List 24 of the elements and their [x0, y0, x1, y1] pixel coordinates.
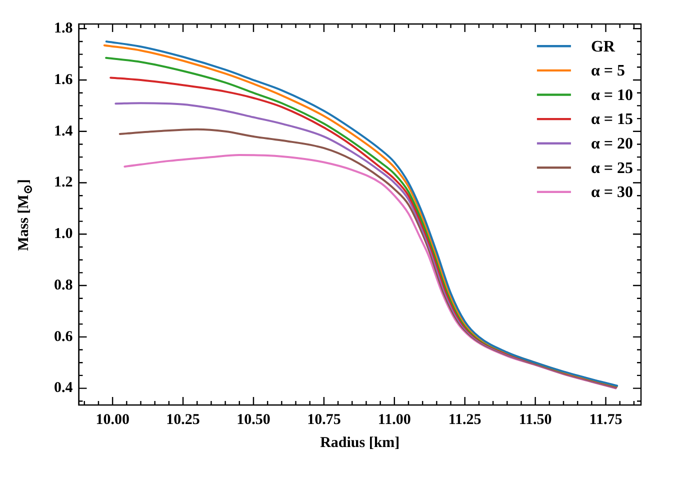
legend-label: α = 15 [590, 111, 633, 128]
x-tick-label: 10.25 [166, 412, 200, 428]
x-tick-label: 11.00 [378, 412, 411, 428]
y-tick-label: 0.4 [54, 380, 74, 396]
x-axis-title: Radius [km] [319, 435, 401, 452]
y-tick-label: 1.0 [54, 226, 73, 242]
y-tick-label: 0.6 [54, 328, 74, 345]
y-tick-label: 0.8 [54, 277, 73, 294]
y-tick-label: 1.8 [54, 20, 73, 36]
legend-label: α = 10 [590, 86, 633, 104]
x-tick-label: 10.50 [236, 412, 270, 428]
y-tick-label: 1.2 [54, 174, 73, 191]
legend-label: α = 30 [590, 184, 633, 202]
legend-label: α = 25 [590, 160, 633, 177]
y-tick-label: 1.6 [54, 72, 74, 88]
y-tick-label: 1.4 [54, 123, 74, 140]
x-tick-label: 10.75 [307, 412, 341, 428]
legend-label: α = 20 [590, 135, 633, 152]
x-tick-label: 11.25 [448, 412, 482, 428]
x-tick-label: 10.00 [96, 412, 130, 428]
legend-label: α = 5 [590, 62, 625, 80]
x-tick-label: 11.50 [518, 412, 552, 428]
x-tick-label: 11.75 [589, 412, 622, 428]
legend-label: GR [590, 38, 616, 56]
